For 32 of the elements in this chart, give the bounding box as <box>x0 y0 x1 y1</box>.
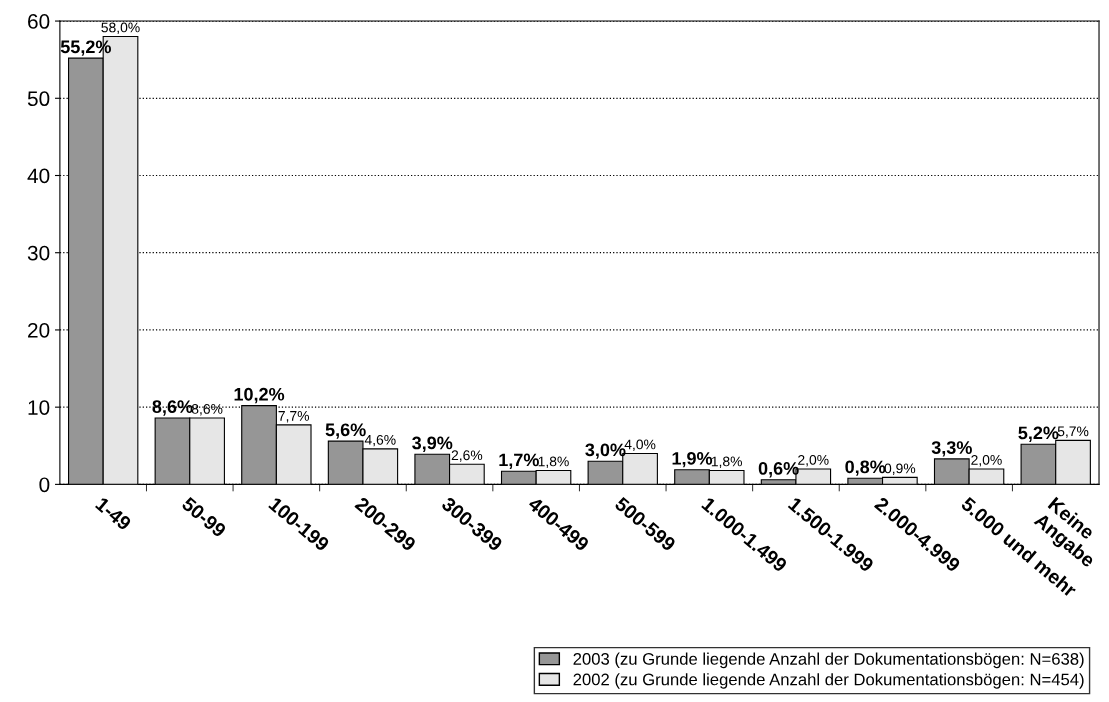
data-label: 1,7% <box>499 453 539 469</box>
data-label: 5,2% <box>1018 426 1059 442</box>
y-tick-label: 60 <box>28 14 50 29</box>
x-tick-label: 1-49 <box>94 496 133 531</box>
y-tick-label: 50 <box>27 91 50 107</box>
data-label: 0,8% <box>845 460 886 476</box>
data-label: 1,9% <box>672 451 713 468</box>
y-tick-label: 40 <box>27 168 50 184</box>
y-tick-label: 30 <box>27 245 50 261</box>
data-label: 3,0% <box>585 443 626 459</box>
data-label: 2,0% <box>971 454 1002 467</box>
data-label: 8,6% <box>191 404 223 416</box>
data-label: 3,9% <box>412 436 453 452</box>
data-label: 5,7% <box>1057 426 1089 438</box>
data-label: 58,0% <box>101 22 140 35</box>
data-label: 1,8% <box>538 456 569 468</box>
data-label: 8,6% <box>152 400 193 416</box>
data-label: 0,6% <box>758 462 799 478</box>
y-tick-label: 20 <box>28 322 50 338</box>
data-label: 5,6% <box>325 423 366 439</box>
data-label: 10,2% <box>234 387 285 404</box>
data-label: 1,8% <box>711 456 742 468</box>
y-tick-label: 0 <box>39 477 50 493</box>
data-label: 0,9% <box>884 463 916 475</box>
legend-label: 2003 (zu Grunde liegende Anzahl der Dokumentationsbögen: N=638) <box>573 652 1084 669</box>
y-tick-label: 10 <box>28 400 50 415</box>
data-label: 4,0% <box>624 439 656 451</box>
data-label: 2,0% <box>798 454 829 467</box>
data-label: 2,6% <box>451 450 483 462</box>
legend-label: 2002 (zu Grunde liegende Anzahl der Dokumentationsbögen: N=454) <box>573 673 1084 689</box>
data-label: 3,3% <box>931 441 972 457</box>
data-label: 7,7% <box>278 411 310 423</box>
